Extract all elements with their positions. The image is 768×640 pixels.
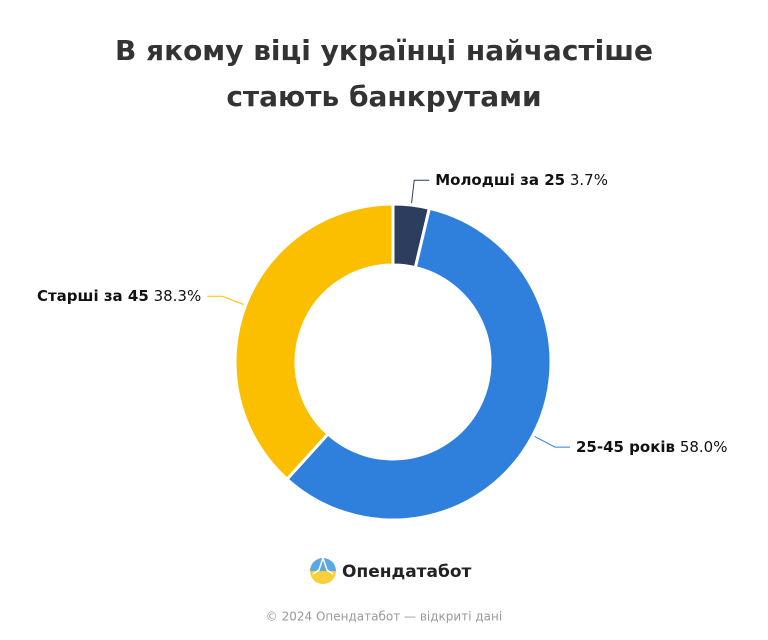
chart-title: В якому віці українці найчастіше стають … bbox=[115, 34, 653, 113]
footer: © 2024 Опендатабот — відкриті дані bbox=[266, 610, 502, 624]
slice-label: 25-45 років 58.0% bbox=[576, 438, 728, 456]
slice-label-value: 3.7% bbox=[570, 171, 608, 189]
slice-label-value: 38.3% bbox=[154, 287, 202, 305]
slice-label: Старші за 45 38.3% bbox=[37, 287, 201, 305]
logo-icon bbox=[310, 558, 336, 584]
slice-label: Молодші за 25 3.7% bbox=[435, 171, 608, 189]
slice-label-name: 25-45 років bbox=[576, 438, 675, 456]
donut-slice bbox=[233, 202, 395, 481]
leader-line bbox=[534, 435, 570, 448]
slice-label-name: Молодші за 25 bbox=[435, 171, 565, 189]
slice-label-name: Старші за 45 bbox=[37, 287, 149, 305]
slice-label-value: 58.0% bbox=[680, 438, 728, 456]
brand-name: Опендатабот bbox=[342, 562, 472, 582]
leader-line bbox=[207, 295, 244, 305]
donut-slice bbox=[285, 206, 553, 522]
logo-icon-detail bbox=[312, 555, 334, 575]
leader-line bbox=[411, 179, 430, 204]
